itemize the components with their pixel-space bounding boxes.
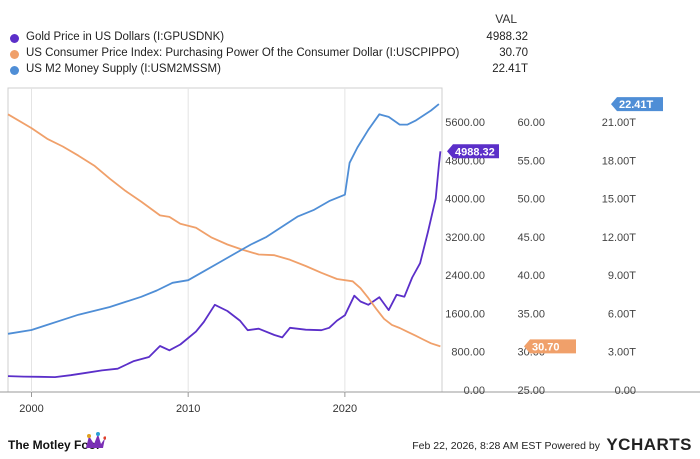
motley-fool-logo: The Motley Fool	[8, 438, 100, 452]
end-value-tag-cpi	[524, 339, 576, 354]
legend-item-value: 22.41T	[492, 63, 528, 75]
legend-item-label: US M2 Money Supply (I:USM2MSSM)	[26, 63, 221, 75]
legend-item-value: 4988.32	[486, 31, 528, 43]
x-tick-label: 2010	[176, 403, 200, 415]
legend-value-header: VAL	[495, 12, 517, 26]
series-line-gold	[7, 151, 442, 378]
gold-axis-tick-label: 1600.00	[445, 308, 485, 320]
cpi-axis-tick-label: 55.00	[517, 155, 545, 167]
ycharts-logo: YCHARTS	[606, 435, 692, 454]
cpi-axis-tick-label: 60.00	[517, 117, 545, 129]
cpi-axis-tick-label: 25.00	[517, 385, 545, 397]
chart-legend: VAL Gold Price in US Dollars (I:GPUSDNK)…	[0, 0, 700, 80]
legend-item-label: US Consumer Price Index: Purchasing Powe…	[26, 47, 460, 59]
series-line-m2	[7, 103, 440, 335]
cpi-axis-tick-label: 35.00	[517, 308, 545, 320]
gold-axis-tick-label: 2400.00	[445, 270, 485, 282]
cpi-axis-tick-label: 40.00	[517, 270, 545, 282]
legend-item-value: 30.70	[499, 47, 528, 59]
end-value-tag-m2	[611, 97, 663, 112]
legend-item-label: Gold Price in US Dollars (I:GPUSDNK)	[26, 31, 225, 43]
end-value-tag-gold	[447, 144, 499, 159]
cpi-axis-tick-label: 50.00	[517, 194, 545, 206]
legend-dot-icon	[10, 66, 19, 75]
plot-area	[7, 87, 443, 393]
legend-dot-icon	[10, 50, 19, 59]
jester-cap-icon	[86, 432, 106, 448]
legend-item-gold: Gold Price in US Dollars (I:GPUSDNK) 498…	[8, 31, 528, 47]
m2-axis-tick-label: 18.00T	[602, 155, 637, 167]
gold-axis-tick-label: 4000.00	[445, 194, 485, 206]
gold-axis-tick-label: 5600.00	[445, 117, 485, 129]
m2-axis-tick-label: 15.00T	[602, 194, 637, 206]
cpi-axis-tick-label: 45.00	[517, 232, 545, 244]
footer: The Motley Fool Feb 22, 2026, 8:28 AM ES…	[0, 432, 700, 459]
m2-axis-tick-label: 12.00T	[602, 232, 637, 244]
legend-dot-icon	[10, 34, 19, 43]
end-value-label-m2: 22.41T	[619, 99, 654, 111]
m2-axis-tick-label: 6.00T	[608, 308, 636, 320]
x-tick-label: 2020	[333, 403, 357, 415]
line-chart: 2000 2010 2020 0.00 800.00 1600.00 2400.00 3200…	[0, 87, 700, 415]
end-value-label-cpi: 30.70	[532, 341, 560, 353]
legend-item-m2: US M2 Money Supply (I:USM2MSSM) 22.41T	[8, 63, 528, 79]
end-value-label-gold: 4988.32	[455, 146, 495, 158]
m2-axis-tick-label: 9.00T	[608, 270, 636, 282]
gold-axis-tick-label: 0.00	[464, 385, 485, 397]
legend-item-cpi: US Consumer Price Index: Purchasing Powe…	[8, 47, 528, 63]
timestamp-text: Feb 22, 2026, 8:28 AM EST Powered by	[412, 440, 600, 452]
m2-axis-tick-label: 21.00T	[602, 117, 637, 129]
x-tick-label: 2000	[19, 403, 43, 415]
m2-axis-tick-label: 0.00	[615, 385, 636, 397]
gold-axis-tick-label: 4800.00	[445, 155, 485, 167]
series-line-cpi	[7, 113, 441, 348]
gold-axis-tick-label: 3200.00	[445, 232, 485, 244]
gold-axis-tick-label: 800.00	[451, 347, 485, 359]
m2-axis-tick-label: 3.00T	[608, 347, 636, 359]
